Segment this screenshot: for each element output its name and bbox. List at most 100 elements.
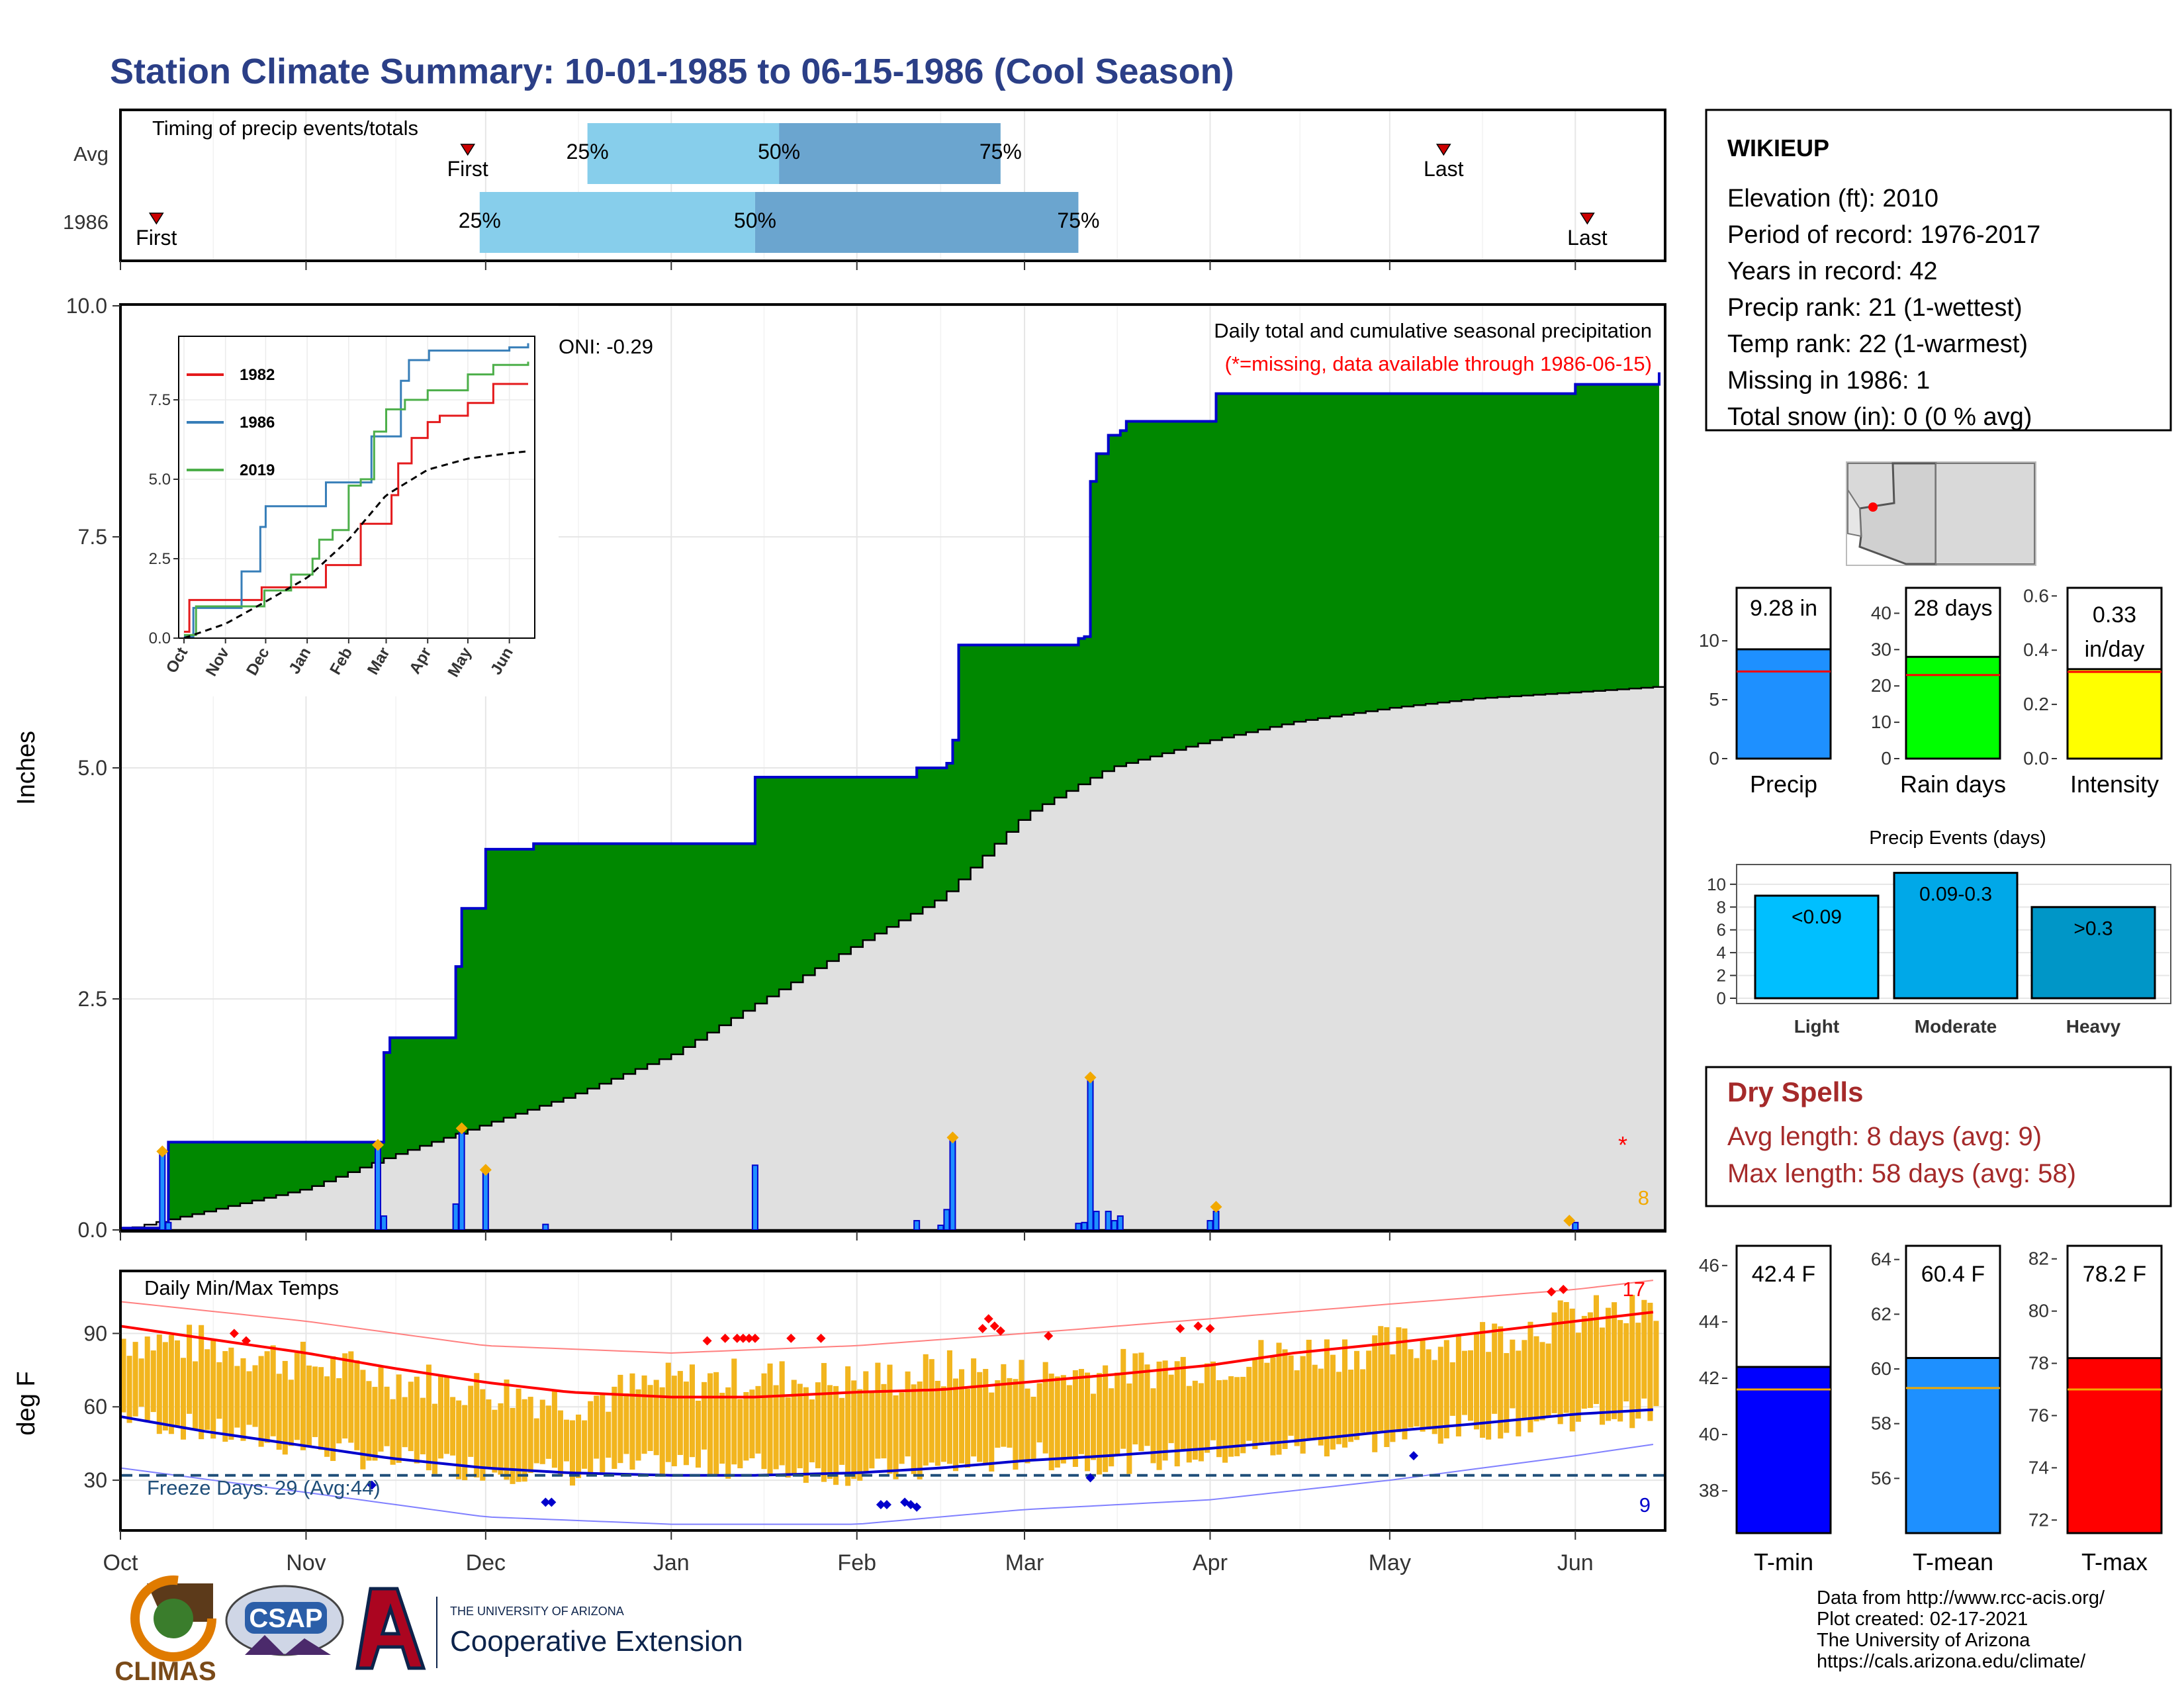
locator-map xyxy=(1846,461,2036,566)
daily-temp-range-bar xyxy=(210,1338,216,1439)
daily-temp-range-bar xyxy=(1551,1312,1557,1413)
daily-temp-range-bar xyxy=(1282,1349,1288,1449)
temp-y-axis: 30 60 90 xyxy=(83,1321,120,1492)
daily-temp-range-bar xyxy=(551,1389,557,1468)
daily-temp-range-bar xyxy=(1575,1333,1581,1422)
record-hot-marker xyxy=(983,1314,993,1324)
daily-temp-range-bar xyxy=(1042,1362,1048,1454)
freeze-days-label: Freeze Days: 29 (Avg:44) xyxy=(147,1476,381,1499)
daily-precip-bar xyxy=(1111,1220,1118,1231)
temp-series xyxy=(120,1280,1664,1525)
daily-temp-range-bar xyxy=(306,1365,312,1446)
events-ytick-label-5: 10 xyxy=(1707,874,1726,894)
dry-spells-frame xyxy=(1705,1066,2172,1207)
daily-temp-range-bar xyxy=(205,1349,210,1430)
daily-temp-range-bar xyxy=(1240,1376,1246,1454)
intensity-category-label: Intensity xyxy=(2070,771,2159,798)
daily-temp-range-bar xyxy=(959,1369,965,1464)
daily-temp-range-bar xyxy=(378,1367,384,1452)
temp-ytick-label-1: 60 xyxy=(83,1395,107,1419)
ytick-label-0: 0.0 xyxy=(78,1218,107,1242)
daily-precip-bar xyxy=(1116,1215,1124,1231)
daily-temp-range-bar xyxy=(875,1362,881,1459)
daily-temp-range-bar xyxy=(1461,1350,1467,1415)
daily-temp-range-bar xyxy=(246,1371,252,1425)
daily-temp-range-bar xyxy=(426,1364,432,1471)
t-min-category-label: T-min xyxy=(1754,1548,1813,1575)
rain-days-ytick-label: 10 xyxy=(1871,712,1891,732)
daily-precip-bar xyxy=(1075,1223,1082,1231)
t-max-ytick-label: 80 xyxy=(2028,1301,2049,1321)
daily-temp-range-bar xyxy=(1599,1327,1606,1425)
daily-temp-range-bar xyxy=(444,1377,450,1454)
daily-temp-range-bar xyxy=(1510,1339,1516,1409)
daily-temp-range-bar xyxy=(761,1373,767,1470)
precip-events-title: Precip Events (days) xyxy=(1869,827,2046,849)
dry-spells-avg: Avg length: 8 days (avg: 9) xyxy=(1727,1122,2042,1151)
precip-value-bar xyxy=(1735,648,1832,760)
events-ytick-label-1: 2 xyxy=(1717,966,1726,986)
daily-temp-range-bar xyxy=(1126,1383,1132,1474)
daily-temp-range-bar xyxy=(432,1403,437,1474)
month-label-dec: Dec xyxy=(466,1550,506,1575)
average-cumulative-area xyxy=(120,686,1666,1231)
daily-temp-range-bar xyxy=(1480,1322,1486,1438)
precip-ytick-label: 5 xyxy=(1709,689,1719,710)
t-min-ytick-label: 42 xyxy=(1699,1368,1719,1388)
timing-1986-bar-q25-q50 xyxy=(479,192,755,253)
daily-temp-range-bar xyxy=(516,1388,522,1482)
daily-temp-range-bar xyxy=(923,1354,929,1466)
daily-temp-range-bar xyxy=(258,1356,264,1447)
daily-temp-range-bar xyxy=(1019,1360,1024,1462)
daily-temp-range-bar xyxy=(1330,1354,1336,1450)
daily-temp-range-bar xyxy=(456,1400,462,1479)
daily-temp-range-bar xyxy=(899,1392,905,1464)
precip-event-marker xyxy=(455,1122,468,1135)
daily-temp-range-bar xyxy=(1545,1343,1551,1418)
record-cold-marker xyxy=(882,1500,891,1510)
daily-temp-range-bar xyxy=(791,1380,797,1476)
daily-temp-range-bar xyxy=(1336,1372,1342,1444)
daily-temp-range-bar xyxy=(450,1397,456,1456)
t-max-ytick-label: 74 xyxy=(2028,1457,2049,1477)
month-label-jun: Jun xyxy=(1557,1550,1594,1575)
daily-precip-bar xyxy=(1093,1211,1100,1231)
daily-temp-range-bar xyxy=(600,1395,606,1473)
daily-temp-range-bar xyxy=(785,1397,791,1478)
daily-temp-range-bar xyxy=(193,1361,199,1430)
precip-title: Daily total and cumulative seasonal prec… xyxy=(1214,319,1652,342)
daily-precip-bar xyxy=(913,1220,921,1231)
daily-temp-range-bar xyxy=(702,1382,707,1450)
daily-temp-range-bar xyxy=(995,1380,1001,1448)
oni-label: ONI: -0.29 xyxy=(559,335,653,358)
station-location-dot xyxy=(1868,502,1878,512)
daily-temp-range-bar xyxy=(695,1400,702,1468)
daily-temp-range-bar xyxy=(665,1362,671,1462)
daily-temp-range-bar xyxy=(282,1360,288,1455)
daily-precip-bar xyxy=(1572,1221,1579,1231)
daily-temp-range-bar xyxy=(677,1371,683,1455)
record-hot-marker xyxy=(989,1321,999,1331)
timing-1986-label-last: Last xyxy=(1567,226,1608,250)
daily-temp-range-bar xyxy=(1606,1307,1612,1421)
record-min-temp-line xyxy=(120,1444,1654,1525)
daily-temp-range-bar xyxy=(1222,1380,1228,1463)
intensity-ytick-label: 0.2 xyxy=(2023,694,2049,714)
timing-avg-label-q25: 25% xyxy=(567,140,609,164)
daily-precip-bar xyxy=(165,1221,172,1231)
daily-temp-range-bar xyxy=(683,1382,689,1466)
daily-temp-range-bar xyxy=(1587,1312,1593,1408)
daily-precip-bar xyxy=(381,1215,388,1231)
daily-temp-range-bar xyxy=(354,1360,360,1450)
daily-temp-range-bar xyxy=(881,1383,887,1459)
daily-temp-range-bar xyxy=(228,1347,234,1440)
t-mean-ytick-label: 64 xyxy=(1871,1249,1891,1270)
precip-series xyxy=(120,372,1666,1231)
daily-temp-range-bar xyxy=(384,1386,390,1446)
intensity-value-bar xyxy=(2066,668,2163,760)
daily-temp-range-bar xyxy=(270,1345,276,1436)
precip-y-label: Inches xyxy=(13,731,40,805)
record-hot-marker xyxy=(738,1333,748,1343)
daily-temp-range-bar xyxy=(671,1376,677,1467)
